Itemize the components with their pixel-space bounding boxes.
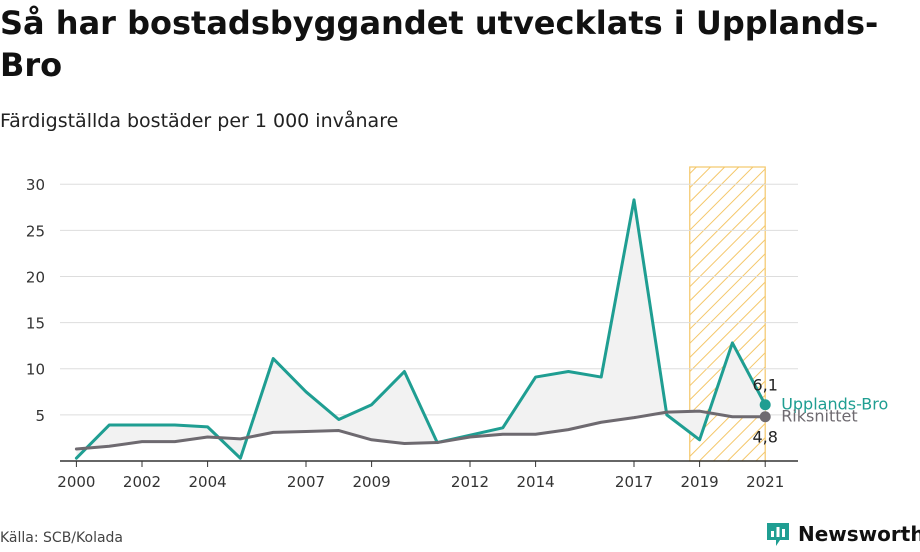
series-line-riksnittet bbox=[74, 409, 767, 451]
x-tick-label: 2019 bbox=[681, 473, 719, 491]
brand-name: Newsworthy bbox=[798, 522, 920, 546]
series-line-upplands-bro bbox=[74, 198, 767, 460]
series-label-upplands-bro: Upplands-Bro bbox=[781, 395, 888, 414]
newsworthy-logo-icon bbox=[767, 523, 789, 546]
x-tick-label: 2021 bbox=[746, 473, 784, 491]
brand-logo: Newsworthy bbox=[764, 520, 920, 548]
y-tick-label: 25 bbox=[26, 222, 45, 240]
end-point-riksnittet bbox=[759, 411, 771, 423]
y-tick-label: 30 bbox=[26, 176, 45, 194]
chart-subtitle: Färdigställda bostäder per 1 000 invånar… bbox=[0, 110, 399, 132]
series-label-riksnittet: Riksnittet bbox=[781, 407, 857, 426]
y-tick-label: 5 bbox=[35, 407, 45, 425]
x-tick-label: 2007 bbox=[287, 473, 325, 491]
line-chart: 5 10 15 20 25 30 2000 2002 2004 2007 2009 2012 2014 2… bbox=[26, 166, 888, 491]
y-tick-label: 10 bbox=[26, 361, 45, 379]
end-point-upplands-bro bbox=[759, 399, 771, 411]
x-tick-label: 2014 bbox=[517, 473, 555, 491]
end-value-label-upplands-bro: 6,1 bbox=[752, 376, 777, 395]
y-tick-label: 15 bbox=[26, 315, 45, 333]
x-tick-label: 2004 bbox=[189, 473, 227, 491]
source-note: Källa: SCB/Kolada bbox=[0, 530, 124, 546]
chart-title: Så har bostadsbyggandet utvecklats i Upp… bbox=[0, 4, 879, 84]
end-value-label-riksnittet: 4,8 bbox=[752, 428, 777, 447]
x-tick-label: 2002 bbox=[123, 473, 161, 491]
x-tick-label: 2000 bbox=[57, 473, 95, 491]
area-between-series bbox=[76, 199, 766, 459]
x-tick-label: 2012 bbox=[451, 473, 489, 491]
y-tick-label: 20 bbox=[26, 268, 45, 286]
x-tick-label: 2009 bbox=[353, 473, 391, 491]
x-tick-label: 2017 bbox=[615, 473, 653, 491]
